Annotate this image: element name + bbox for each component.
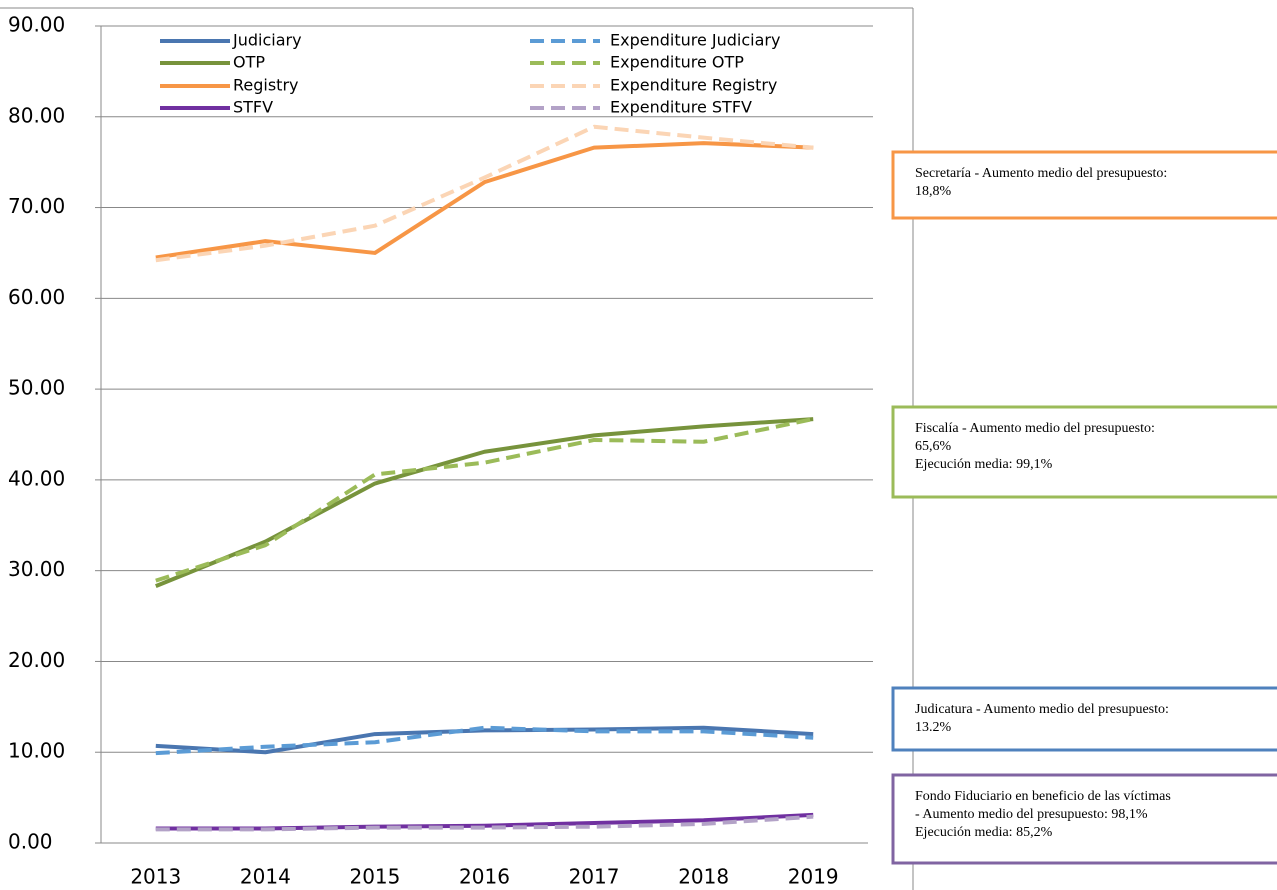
annotation-text: 65,6%	[915, 439, 952, 454]
y-tick-label: 20.00	[8, 648, 65, 672]
y-tick-label: 0.00	[8, 830, 53, 854]
legend-label: Judiciary	[232, 31, 302, 50]
x-tick-label: 2016	[459, 865, 510, 889]
legend-label: STFV	[233, 98, 273, 117]
annotation-box	[891, 686, 1277, 752]
series-line	[155, 124, 814, 263]
annotation-text: Fiscalía - Aumento medio del presupuesto…	[915, 421, 1155, 436]
x-tick-label: 2013	[130, 865, 181, 889]
y-tick-label: 60.00	[8, 285, 65, 309]
y-tick-label: 90.00	[8, 13, 65, 37]
series-line	[155, 725, 814, 756]
y-tick-label: 10.00	[8, 739, 65, 763]
annotation-box	[891, 405, 1277, 499]
series-line	[155, 725, 814, 755]
annotation-text: Secretaría - Aumento medio del presupues…	[915, 166, 1167, 181]
x-tick-label: 2018	[678, 865, 729, 889]
annotation-text: Fondo Fiduciario en beneficio de las víc…	[915, 789, 1171, 804]
y-tick-label: 80.00	[8, 103, 65, 127]
annotation-text: 13.2%	[915, 720, 952, 735]
y-tick-label: 30.00	[8, 557, 65, 581]
series-line	[155, 814, 814, 832]
legend-label: OTP	[233, 53, 265, 72]
annotation-text: - Aumento medio del presupuesto: 98,1%	[915, 807, 1148, 822]
x-tick-label: 2017	[569, 865, 620, 889]
legend-label: Expenditure Registry	[610, 76, 777, 95]
y-tick-label: 40.00	[8, 466, 65, 490]
x-tick-label: 2019	[788, 865, 839, 889]
annotation-text: 18,8%	[915, 184, 952, 199]
series-line	[155, 141, 814, 260]
x-tick-label: 2015	[349, 865, 400, 889]
annotation-text: Ejecución media: 85,2%	[915, 825, 1053, 840]
annotation-text: Ejecución media: 99,1%	[915, 457, 1053, 472]
series-line	[155, 417, 814, 583]
legend-label: Expenditure STFV	[610, 98, 752, 117]
annotation-text: Judicatura - Aumento medio del presupues…	[915, 702, 1169, 717]
annotation-box	[891, 150, 1277, 220]
legend-label: Registry	[233, 76, 299, 95]
series-line	[155, 417, 814, 588]
legend-label: Expenditure Judiciary	[610, 31, 780, 50]
annotation-box	[891, 773, 1277, 865]
y-tick-label: 50.00	[8, 376, 65, 400]
y-tick-label: 70.00	[8, 194, 65, 218]
legend-label: Expenditure OTP	[610, 53, 744, 72]
x-tick-label: 2014	[240, 865, 291, 889]
